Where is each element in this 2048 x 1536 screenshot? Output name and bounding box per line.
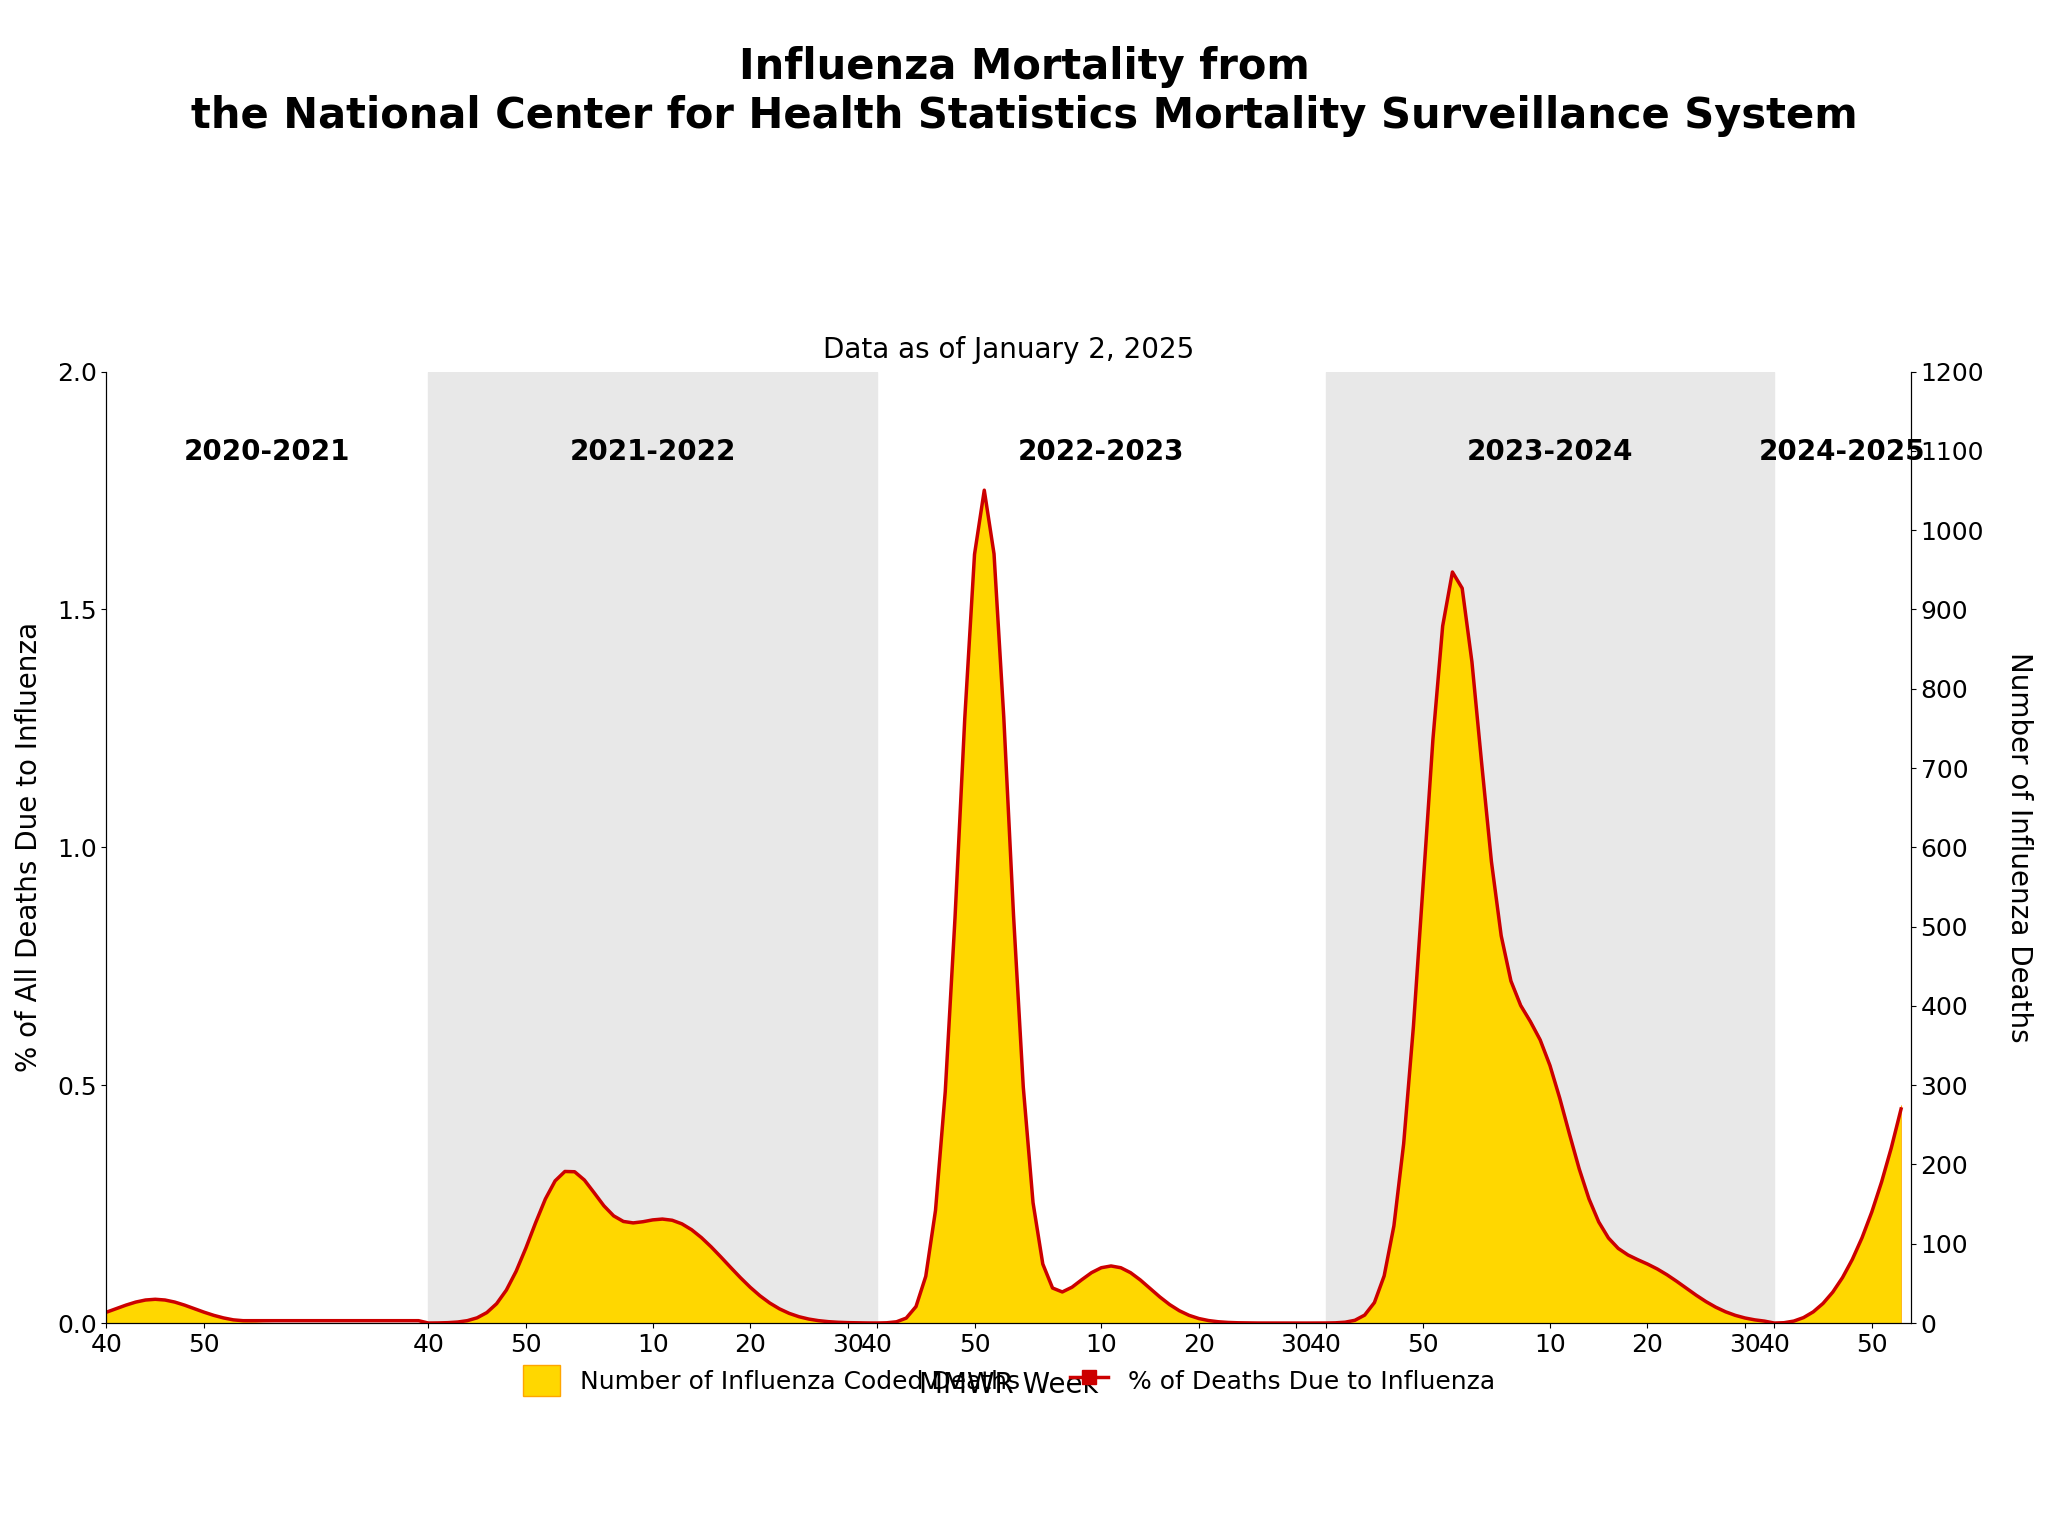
Y-axis label: Number of Influenza Deaths: Number of Influenza Deaths	[2005, 651, 2034, 1043]
Title: Data as of January 2, 2025: Data as of January 2, 2025	[823, 336, 1194, 364]
Text: 2022-2023: 2022-2023	[1018, 438, 1184, 465]
Legend: Number of Influenza Coded Deaths, % of Deaths Due to Influenza: Number of Influenza Coded Deaths, % of D…	[512, 1355, 1505, 1405]
Text: 2024-2025: 2024-2025	[1759, 438, 1925, 465]
X-axis label: MMWR Week: MMWR Week	[920, 1370, 1098, 1399]
Bar	[1325, 372, 1774, 1322]
Bar	[428, 372, 877, 1322]
Y-axis label: % of All Deaths Due to Influenza: % of All Deaths Due to Influenza	[14, 622, 43, 1072]
Text: 2021-2022: 2021-2022	[569, 438, 735, 465]
Text: 2020-2021: 2020-2021	[184, 438, 350, 465]
Text: 2023-2024: 2023-2024	[1466, 438, 1632, 465]
Text: Influenza Mortality from
the National Center for Health Statistics Mortality Sur: Influenza Mortality from the National Ce…	[190, 46, 1858, 137]
